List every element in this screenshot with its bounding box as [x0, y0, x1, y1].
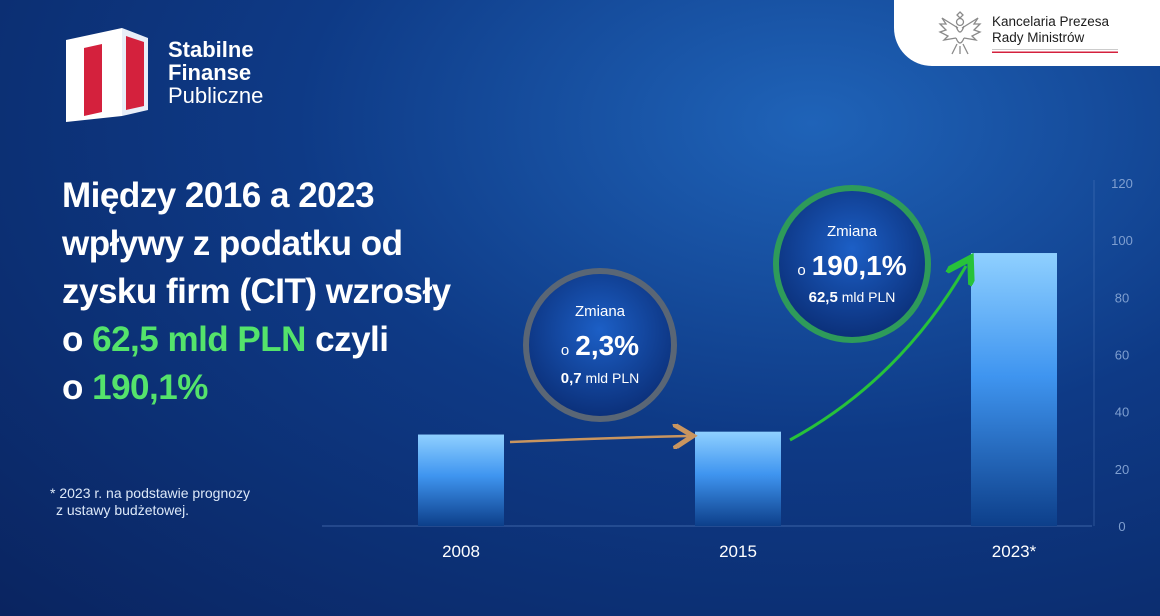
- institution-line-2: Rady Ministrów: [992, 29, 1085, 45]
- change-arrow-left: [509, 436, 688, 442]
- callout-right-percent: 190,1%: [812, 250, 907, 281]
- headline-line-2: wpływy z podatku od: [62, 224, 403, 263]
- institution-line-1: Kancelaria Prezesa: [992, 13, 1110, 29]
- footnote-line-2: z ustawy budżetowej.: [56, 502, 190, 518]
- footnote-line-1: * 2023 r. na podstawie prognozy: [50, 485, 251, 501]
- headline-line-4-prefix: o: [62, 320, 93, 359]
- y-tick-label: 80: [1115, 290, 1129, 305]
- institution-badge: Kancelaria Prezesa Rady Ministrów: [894, 0, 1160, 66]
- brand-logo-icon: [66, 28, 148, 122]
- headline-line-5-prefix: o: [62, 368, 93, 407]
- callout-left-amount-unit: mld PLN: [582, 370, 640, 386]
- headline: Między 2016 a 2023 wpływy z podatku od z…: [62, 172, 451, 412]
- bar-1: [695, 431, 781, 526]
- callout-left-percent: 2,3%: [575, 330, 639, 361]
- headline-amount-highlight: 62,5 mld PLN: [92, 320, 306, 359]
- brand-logo: Stabilne Finanse Publiczne: [62, 26, 263, 124]
- y-tick-label: 0: [1118, 519, 1125, 534]
- headline-line-1: Między 2016 a 2023: [62, 176, 375, 215]
- x-tick-label: 2008: [442, 542, 480, 561]
- callout-right-amount-value: 62,5: [809, 289, 838, 306]
- bar-0: [418, 434, 504, 526]
- callout-left-label: Zmiana: [575, 303, 626, 320]
- callout-right-amount: 62,5 mld PLN: [809, 289, 896, 306]
- y-tick-label: 120: [1111, 176, 1133, 191]
- x-tick-label: 2015: [719, 542, 757, 561]
- change-callout-left: Zmiana o 2,3% 0,7 mld PLN: [523, 268, 677, 422]
- flag-rule: [992, 48, 1118, 53]
- callout-right-label: Zmiana: [827, 223, 878, 240]
- brand-line-2: Finanse: [168, 60, 252, 85]
- callout-left-amount: 0,7 mld PLN: [561, 370, 639, 387]
- bars: [418, 253, 1057, 526]
- callout-right-amount-unit: mld PLN: [838, 289, 896, 305]
- change-arrow-right: [789, 266, 966, 442]
- callout-left-prefix: o: [561, 342, 569, 359]
- y-axis-ticks: 0 20 40 60 80 100 120: [1111, 176, 1133, 534]
- footnote: * 2023 r. na podstawie prognozy z ustawy…: [50, 485, 250, 519]
- callout-right-value: o 190,1%: [797, 250, 906, 281]
- eagle-emblem-icon: [938, 11, 982, 55]
- y-tick-label: 60: [1115, 348, 1129, 363]
- y-tick-label: 100: [1111, 233, 1133, 248]
- brand-line-3: Publiczne: [168, 83, 264, 108]
- change-callout-right: Zmiana o 190,1% 62,5 mld PLN: [773, 185, 931, 343]
- bar-2: [971, 253, 1057, 526]
- x-axis-labels: 2008 2015 2023*: [442, 542, 1037, 561]
- y-tick-label: 20: [1115, 462, 1129, 477]
- headline-percent-highlight: 190,1%: [92, 368, 208, 407]
- callout-right-prefix: o: [797, 262, 805, 279]
- y-tick-label: 40: [1115, 405, 1129, 420]
- brand-line-1: Stabilne: [168, 37, 254, 62]
- x-tick-label: 2023*: [992, 542, 1037, 561]
- brand-name: Stabilne Finanse Publiczne: [168, 38, 263, 107]
- callout-left-amount-value: 0,7: [561, 370, 582, 387]
- institution-name: Kancelaria Prezesa Rady Ministrów: [992, 14, 1118, 53]
- headline-line-3: zysku firm (CIT) wzrosły: [62, 272, 451, 311]
- headline-line-4: o 62,5 mld PLN czyli: [62, 316, 451, 364]
- headline-line-4-suffix: czyli: [305, 320, 389, 359]
- headline-line-5: o 190,1%: [62, 364, 451, 412]
- callout-left-value: o 2,3%: [561, 330, 639, 361]
